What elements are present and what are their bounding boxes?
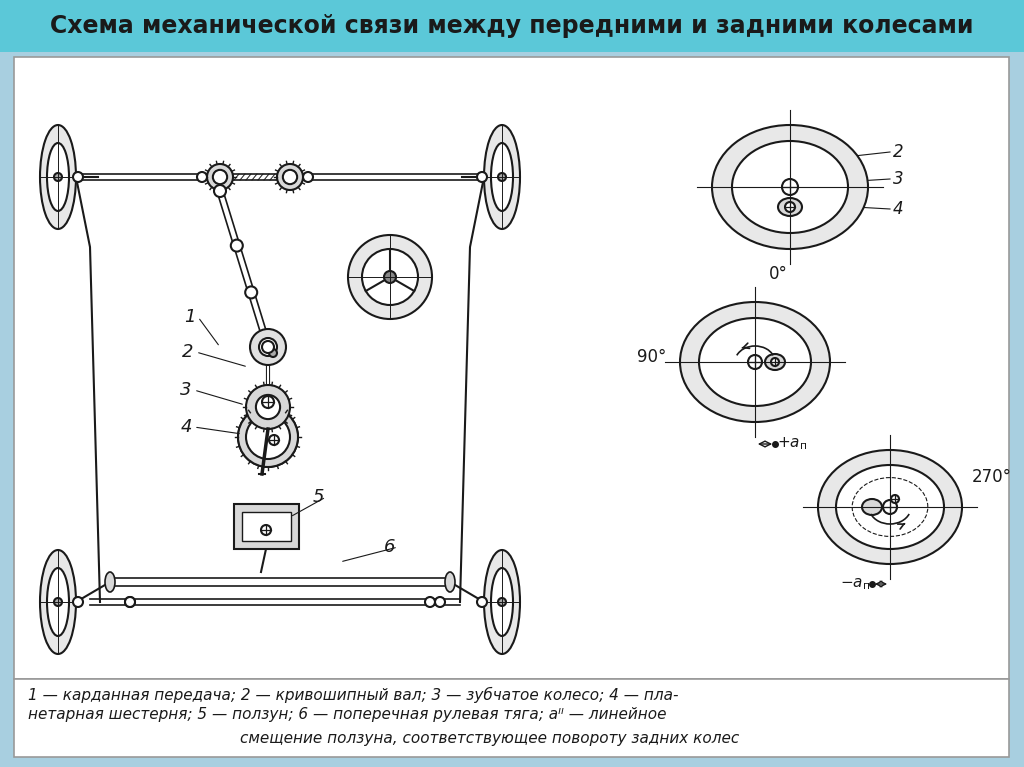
- Circle shape: [256, 395, 281, 419]
- Text: $-a_\mathrm{п}$: $-a_\mathrm{п}$: [840, 576, 870, 592]
- Circle shape: [782, 179, 798, 195]
- Circle shape: [278, 164, 303, 190]
- Text: смещение ползуна, соответствующее повороту задних колес: смещение ползуна, соответствующее поворо…: [240, 732, 739, 746]
- Ellipse shape: [498, 598, 506, 606]
- Circle shape: [477, 597, 487, 607]
- Ellipse shape: [40, 550, 76, 654]
- Ellipse shape: [732, 141, 848, 233]
- Ellipse shape: [680, 302, 830, 422]
- Ellipse shape: [47, 143, 69, 211]
- Ellipse shape: [47, 568, 69, 636]
- Ellipse shape: [778, 198, 802, 216]
- Circle shape: [477, 172, 487, 182]
- Circle shape: [238, 407, 298, 467]
- Ellipse shape: [836, 465, 944, 549]
- Circle shape: [125, 597, 135, 607]
- Text: 3: 3: [180, 381, 191, 399]
- Text: 0°: 0°: [769, 265, 787, 283]
- Circle shape: [269, 435, 279, 445]
- Circle shape: [252, 420, 285, 453]
- Circle shape: [883, 500, 897, 514]
- Ellipse shape: [712, 125, 868, 249]
- Circle shape: [435, 597, 445, 607]
- Text: 1 — карданная передача; 2 — кривошипный вал; 3 — зубчатое колесо; 4 — пла-: 1 — карданная передача; 2 — кривошипный …: [28, 687, 679, 703]
- Circle shape: [269, 349, 278, 357]
- Circle shape: [197, 172, 207, 182]
- Circle shape: [362, 249, 418, 305]
- Text: +$a_\mathrm{п}$: +$a_\mathrm{п}$: [777, 436, 807, 453]
- Ellipse shape: [40, 125, 76, 229]
- Circle shape: [425, 597, 435, 607]
- Ellipse shape: [490, 143, 513, 211]
- Circle shape: [283, 170, 297, 184]
- Text: Схема механической связи между передними и задними колесами: Схема механической связи между передними…: [50, 14, 974, 38]
- Circle shape: [125, 597, 135, 607]
- Bar: [242, 512, 291, 541]
- Bar: [234, 504, 299, 549]
- Bar: [0, 0, 1024, 52]
- Circle shape: [73, 597, 83, 607]
- Text: нетарная шестерня; 5 — ползун; 6 — поперечная рулевая тяга; aᴵᴵ — линейное: нетарная шестерня; 5 — ползун; 6 — попер…: [28, 707, 667, 723]
- Ellipse shape: [484, 125, 520, 229]
- Text: 6: 6: [384, 538, 395, 556]
- Text: 3: 3: [893, 170, 903, 188]
- Circle shape: [259, 338, 278, 356]
- Circle shape: [207, 164, 233, 190]
- Circle shape: [348, 235, 432, 319]
- Circle shape: [73, 172, 83, 182]
- Circle shape: [246, 415, 290, 459]
- Ellipse shape: [699, 318, 811, 406]
- Circle shape: [785, 202, 795, 212]
- Text: 5: 5: [312, 488, 324, 506]
- Ellipse shape: [765, 354, 785, 370]
- Text: 2: 2: [893, 143, 903, 161]
- Text: 4: 4: [180, 418, 191, 436]
- Circle shape: [771, 358, 779, 366]
- Circle shape: [303, 172, 313, 182]
- Circle shape: [250, 329, 286, 365]
- Ellipse shape: [445, 572, 455, 592]
- Circle shape: [262, 341, 274, 353]
- Ellipse shape: [862, 499, 882, 515]
- Circle shape: [230, 239, 243, 252]
- Circle shape: [748, 355, 762, 369]
- Ellipse shape: [484, 550, 520, 654]
- Circle shape: [384, 271, 396, 283]
- Text: 1: 1: [184, 308, 196, 326]
- Text: 2: 2: [182, 343, 194, 361]
- Text: 4: 4: [893, 200, 903, 218]
- Text: 90°: 90°: [637, 348, 667, 366]
- Circle shape: [214, 185, 226, 197]
- Circle shape: [213, 170, 227, 184]
- Circle shape: [246, 385, 290, 429]
- Circle shape: [245, 286, 257, 298]
- Circle shape: [262, 396, 274, 408]
- Ellipse shape: [105, 572, 115, 592]
- Ellipse shape: [54, 598, 62, 606]
- Text: 270°: 270°: [972, 468, 1012, 486]
- Ellipse shape: [54, 173, 62, 181]
- Circle shape: [238, 407, 298, 467]
- Ellipse shape: [490, 568, 513, 636]
- Circle shape: [891, 495, 899, 503]
- Ellipse shape: [818, 450, 962, 564]
- Bar: [14, 679, 1009, 757]
- Circle shape: [261, 525, 271, 535]
- Bar: [14, 57, 1009, 679]
- Ellipse shape: [498, 173, 506, 181]
